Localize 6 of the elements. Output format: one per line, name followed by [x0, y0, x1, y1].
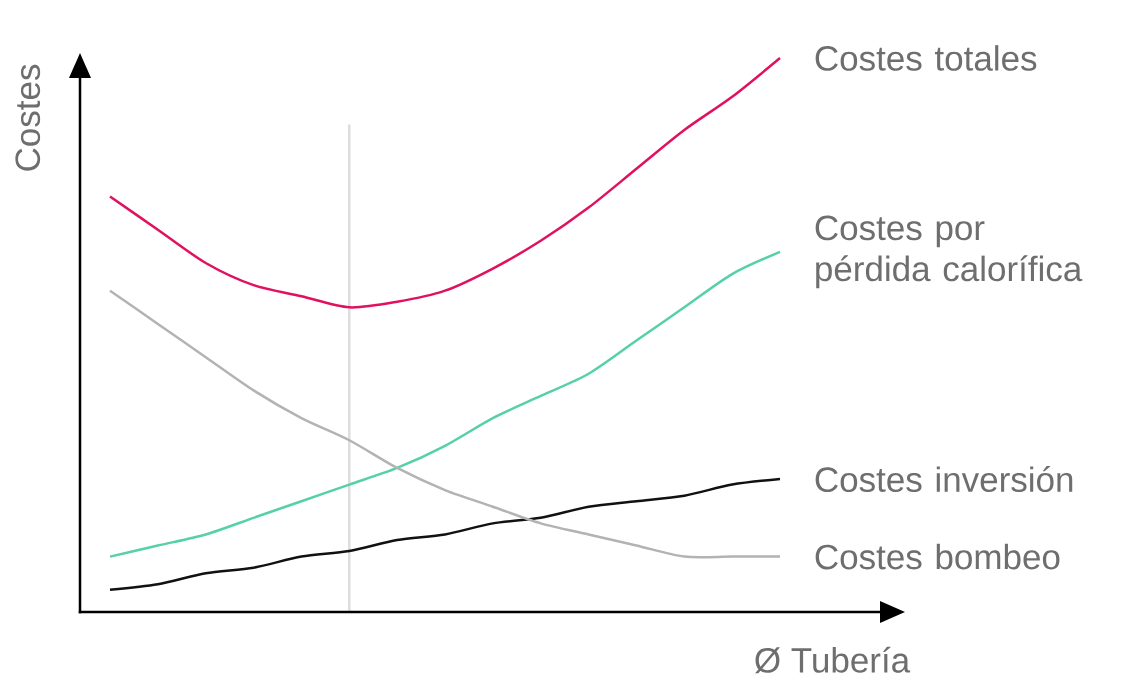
x-axis-title: Ø Tubería: [755, 646, 911, 674]
series-label: Costes inversión: [815, 465, 1073, 493]
series-label: Costes bombeo: [815, 543, 1060, 570]
series-label: Costes totales: [815, 45, 1037, 71]
series-label: Costes por pérdida calorífica: [815, 215, 1083, 289]
y-axis-title: Costes: [15, 64, 41, 171]
